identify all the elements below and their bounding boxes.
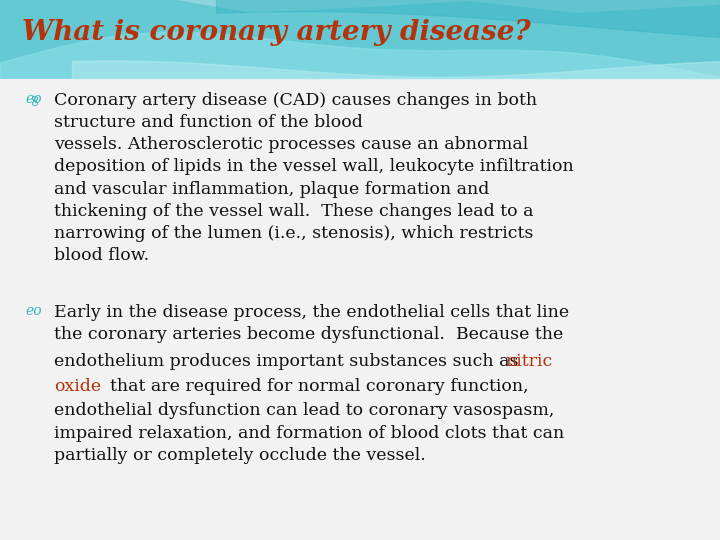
Text: that are required for normal coronary function,: that are required for normal coronary fu…	[99, 378, 528, 395]
Text: nitric: nitric	[505, 353, 553, 370]
Text: oxide: oxide	[54, 378, 101, 395]
Text: Early in the disease process, the endothelial cells that line
the coronary arter: Early in the disease process, the endoth…	[54, 304, 569, 343]
Text: endothelial dysfunction can lead to coronary vasospasm,
impaired relaxation, and: endothelial dysfunction can lead to coro…	[54, 402, 564, 464]
Text: endothelium produces important substances such as: endothelium produces important substance…	[54, 353, 524, 370]
Text: ∞: ∞	[25, 92, 43, 106]
Bar	[0, 78, 720, 540]
Text: eo: eo	[25, 92, 42, 106]
Text: What is coronary artery disease?: What is coronary artery disease?	[22, 19, 530, 46]
Bar	[0, 0, 720, 78]
Text: Coronary artery disease (CAD) causes changes in both
structure and function of t: Coronary artery disease (CAD) causes cha…	[54, 92, 574, 264]
Text: eo: eo	[25, 304, 42, 318]
